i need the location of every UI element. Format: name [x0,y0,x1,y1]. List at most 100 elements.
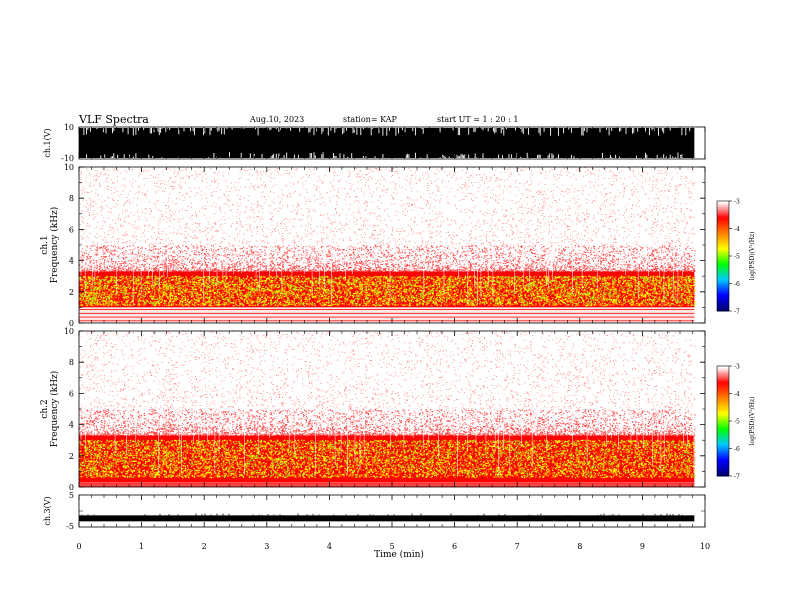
ch2-colorbar-swatch [717,378,729,382]
ch2-colorbar-swatch [717,422,729,426]
ch1-freq-ticklabel-0: 0 [69,319,74,328]
ch1-colorbar-swatch [717,208,729,211]
ch1-colorbar-label: log(PSD)(V²/Hz) [749,232,756,281]
ch2-freq-ticklabel-0: 0 [69,483,74,492]
start-time-label: start UT = 1 : 20 : 1 [437,115,518,124]
time-minor-ticks [91,127,693,527]
ch1-colorbar-swatch [717,254,729,257]
ch2-colorbar-swatch [717,388,729,391]
ch2-colorbar-swatch [717,382,729,385]
ch1-spec-low-lines [79,309,695,322]
ch2-colorbar-swatch [717,421,729,424]
ch3-waveform-panel: 5 -5 ch.3(V) [43,491,706,531]
ch1-colorbar-swatch [717,226,729,229]
ch2-colorbar-label: log(PSD)(V²/Hz) [749,397,756,446]
station-label: station= KAP [343,115,398,124]
time-ticklabel-9: 9 [640,542,645,551]
ch2-colorbar-swatch [717,399,729,402]
ch1-waveform-trace [79,128,695,158]
ch2-colorbar-swatch [717,402,729,405]
ch2-colorbar-swatch [717,463,729,466]
ch2-colorbar-swatch [717,457,729,460]
ch2-colorbar-swatch [717,459,729,462]
ch2-frequency-ylabel: Frequency (kHz) [49,371,60,448]
ch2-colorbar-swatch [717,404,729,407]
ch1-colorbar-ticklabel--5: -5 [734,254,740,261]
ch2-colorbar-swatch [717,377,729,380]
ch1-waveform-gaps [83,128,691,158]
ch1-colorbar-swatch [717,296,729,299]
ch2-colorbar-swatch [717,411,729,415]
ch3-waveform-ylabel: ch.3(V) [43,496,52,525]
ch2-colorbar-swatch [717,461,729,464]
ch1-colorbar-swatch [717,309,729,312]
ch1-colorbar-swatch [717,248,729,251]
ch2-colorbar-swatch [717,435,729,438]
ch1-colorbar-swatch [717,213,729,217]
time-ticklabel-6: 6 [452,542,457,551]
ch2-colorbar-swatch [717,384,729,387]
ch2-colorbar-swatch [717,428,729,431]
ch1-colorbar-swatch [717,272,729,275]
time-ticklabel-1: 1 [139,542,144,551]
ch1-waveform-ylabel: ch.1(V) [43,128,52,157]
ch2-spec-vertical-streaks [80,331,695,477]
ch2-colorbar-swatch [717,426,729,429]
ch3-ytick-bottom: -5 [66,522,74,531]
ch2-colorbar-swatch [717,448,729,451]
ch1-colorbar-swatch [717,257,729,261]
ch2-colorbar-swatch [717,439,729,442]
ch2-spectrogram-image [79,330,696,487]
ch2-freq-ticklabel-4: 4 [69,421,74,430]
ch2-channel-label: ch.2 [40,399,50,418]
ch1-colorbar-swatch [717,290,729,294]
ch2-colorbar-swatch [717,380,729,383]
ch2-colorbar-swatch [717,371,729,374]
ch1-colorbar-swatch [717,303,729,306]
ch2-colorbar-swatch [717,395,729,398]
ch1-colorbar-swatch [717,235,729,239]
ch2-colorbar-swatch [717,393,729,396]
ch2-colorbar: -3 -4 -5 -6 -7 log(PSD)(V²/Hz) [716,364,756,481]
ch2-colorbar-swatch [717,444,729,448]
ch2-colorbar-swatch [717,386,729,389]
ch1-colorbar-swatch [717,234,729,237]
ch2-colorbar-swatch [717,466,729,470]
ch1-freq-ticklabel-10: 10 [64,163,74,172]
ch2-freq-ticklabel-8: 8 [69,358,74,367]
ch1-spec-green-pixels [79,275,696,307]
time-axis: 0 1 2 3 4 5 6 7 8 9 10 [76,127,710,551]
ch1-waveform-panel: 10 -10 ch.1(V) [43,123,706,163]
ch1-colorbar-swatch [717,252,729,255]
ch2-colorbar-ticklabel--4: -4 [734,391,740,398]
ch1-freq-ticklabel-8: 8 [69,194,74,203]
ch2-colorbar-swatch [717,373,729,376]
ch2-freq-ticklabel-10: 10 [64,327,74,336]
ch1-spec-vertical-streaks [80,167,683,306]
ch1-colorbar-swatch [717,256,729,259]
ch2-colorbar-swatch [717,452,729,455]
ch1-colorbar-swatch [717,237,729,240]
ch2-spec-low-strip [79,482,695,487]
ch1-colorbar-ticklabel--3: -3 [734,199,740,206]
ch1-colorbar-swatch [717,278,729,281]
time-ticklabel-0: 0 [76,542,81,551]
ch2-colorbar-ticklabel--5: -5 [734,419,740,426]
ch1-colorbar-swatch [717,246,729,250]
ch2-colorbar-swatch [717,417,729,420]
ch1-colorbar-swatch [717,261,729,264]
ch2-colorbar-swatch [717,432,729,435]
time-ticklabel-3: 3 [264,542,269,551]
ch1-colorbar-swatch [717,289,729,292]
ch1-colorbar-swatch [717,232,729,235]
ch1-colorbar-swatch [717,307,729,310]
ch1-colorbar: -3 -4 -5 -6 -7 log(PSD)(V²/Hz) [716,199,756,316]
ch2-spec-low-lines [79,482,695,487]
ch1-colorbar-swatch [717,250,729,253]
ch1-colorbar-ticklabel--4: -4 [734,226,740,233]
ch1-ytick-top: 10 [64,123,74,132]
ch2-colorbar-swatch [717,465,729,468]
ch2-colorbar-swatch [717,446,729,449]
ch2-colorbar-swatch [717,389,729,393]
ch1-colorbar-swatch [717,219,729,222]
